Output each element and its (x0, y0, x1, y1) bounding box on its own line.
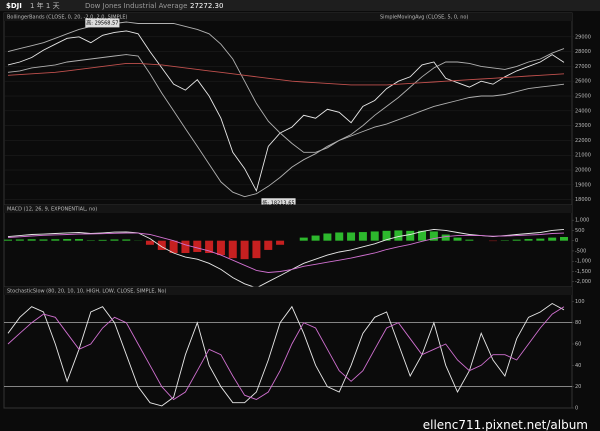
histogram-bar (358, 232, 367, 241)
histogram-bar (560, 236, 568, 241)
histogram-bar (311, 235, 320, 241)
histogram-bar (394, 230, 403, 241)
histogram-bar (4, 239, 12, 241)
y-tick-label: -500 (575, 248, 586, 254)
histogram-bar (536, 238, 545, 241)
histogram-bar (276, 240, 285, 245)
high-label: 高: 29568.57 (86, 19, 118, 26)
panel-frame (3, 204, 573, 293)
y-tick-label: 80 (575, 320, 581, 326)
histogram-bar (240, 240, 249, 260)
histogram-bar (347, 232, 356, 241)
histogram-bar (74, 239, 83, 241)
y-tick-label: -2,000 (575, 279, 591, 285)
y-tick-label: 29000 (575, 34, 591, 40)
symbol[interactable]: $DJI (6, 2, 22, 10)
histogram-bar (370, 231, 379, 241)
histogram-bar (27, 239, 36, 241)
y-tick-label: 0 (575, 238, 578, 244)
y-tick-label: 500 (575, 228, 585, 234)
histogram-bar (252, 240, 261, 259)
series-line (7, 54, 565, 198)
y-tick-label: -1,000 (575, 259, 591, 265)
y-tick-label: 26000 (575, 79, 591, 85)
y-tick-label: 24000 (575, 108, 591, 114)
toolbar (0, 0, 600, 11)
series-line (7, 228, 565, 289)
histogram-bar (382, 230, 391, 241)
low-label: 低: 18213.65 (262, 199, 294, 206)
panel-title: StochasticSlow (80, 20, 10, 10, HIGH, LO… (7, 289, 166, 295)
histogram-bar (406, 230, 415, 241)
histogram-bar (181, 240, 190, 253)
panel-frame (3, 286, 573, 409)
histogram-bar (418, 230, 427, 241)
histogram-bar (299, 237, 308, 241)
y-tick-label: 100 (575, 299, 585, 305)
series-line (7, 62, 565, 86)
panel-title: MACD (12, 26, 9, EXPONENTIAL, no) (7, 207, 97, 213)
watermark: ellenc711.pixnet.net/album (423, 418, 588, 431)
series-line (7, 30, 565, 193)
panel-frame (3, 12, 573, 211)
histogram-bar (335, 232, 344, 241)
histogram-bar (110, 239, 119, 241)
histogram-bar (465, 239, 474, 241)
label-box (85, 18, 120, 28)
y-tick-label: 22000 (575, 138, 591, 144)
histogram-bar (145, 240, 154, 245)
instrument-name: Dow Jones Industrial Average (85, 2, 187, 10)
histogram-bar (122, 239, 131, 241)
y-tick-label: 20 (575, 384, 581, 390)
y-tick-label: 18000 (575, 197, 591, 203)
histogram-bar (98, 239, 107, 241)
y-tick-label: 60 (575, 342, 581, 348)
y-tick-label: 23000 (575, 123, 591, 129)
y-tick-label: 19000 (575, 182, 591, 188)
panel-header (4, 205, 572, 213)
histogram-bar (193, 240, 202, 252)
histogram-bar (524, 239, 533, 241)
histogram-bar (429, 231, 438, 241)
histogram-bar (441, 234, 450, 241)
y-tick-label: 25000 (575, 94, 591, 100)
histogram-bar (205, 240, 214, 253)
histogram-bar (63, 239, 72, 241)
series-line (7, 302, 565, 407)
histogram-bar (39, 239, 48, 241)
y-tick-label: 21000 (575, 153, 591, 159)
panel-header (4, 13, 572, 21)
histogram-bar (216, 240, 225, 256)
series-line (7, 306, 565, 401)
y-tick-label: 40 (575, 363, 581, 369)
panel-subtitle: SimpleMovingAvg (CLOSE, 5, 0, no) (380, 15, 468, 21)
y-tick-label: 20000 (575, 168, 591, 174)
y-tick-label: -1,500 (575, 269, 591, 275)
histogram-bar (169, 240, 178, 253)
histogram-bar (15, 239, 24, 241)
panel-title: BollingerBands (CLOSE, 0, 20, -2.0, 2.0,… (7, 15, 128, 21)
series-line (7, 21, 565, 153)
histogram-bar (264, 240, 273, 250)
label-box (261, 198, 296, 208)
last-price: 27272.30 (190, 2, 223, 10)
panel-header (4, 287, 572, 295)
histogram-bar (453, 237, 462, 241)
y-tick-label: 27000 (575, 64, 591, 70)
histogram-bar (51, 239, 60, 241)
timeframe[interactable]: 1 年 1 天 (30, 1, 60, 10)
histogram-bar (512, 239, 521, 241)
histogram-bar (157, 240, 166, 250)
series-line (7, 232, 565, 273)
histogram-bar (228, 240, 237, 259)
y-tick-label: 0 (575, 406, 578, 412)
histogram-bar (323, 233, 332, 241)
y-tick-label: 28000 (575, 49, 591, 55)
y-tick-label: 1,000 (575, 218, 589, 224)
histogram-bar (548, 237, 557, 241)
